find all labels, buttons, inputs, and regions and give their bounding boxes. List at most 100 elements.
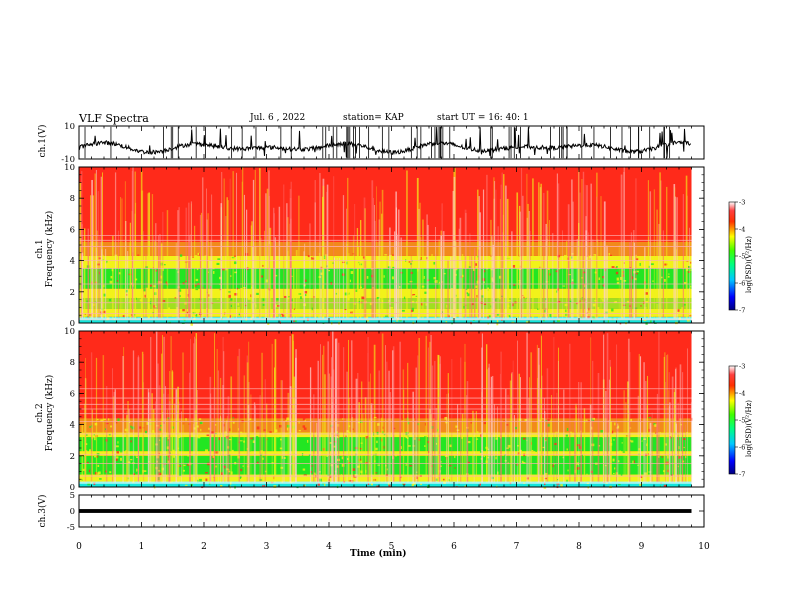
spectral-streak	[209, 260, 211, 319]
spectral-speckle	[530, 442, 532, 445]
spectral-speckle	[411, 311, 414, 314]
spectral-speckle	[138, 426, 142, 429]
spectral-speckle	[446, 304, 448, 308]
spectral-speckle	[376, 485, 380, 488]
spectral-streak	[440, 235, 443, 319]
spectral-streak	[392, 346, 395, 483]
spectral-speckle	[302, 468, 306, 471]
spectral-speckle	[635, 254, 637, 258]
spectral-speckle	[683, 438, 686, 440]
spectral-streak	[635, 178, 637, 319]
spectral-speckle	[275, 304, 278, 308]
spectral-streak	[475, 411, 477, 483]
spectral-speckle	[110, 425, 113, 428]
spectral-streak	[666, 186, 668, 319]
spectral-speckle	[114, 261, 118, 265]
spectral-speckle	[690, 269, 692, 271]
spectral-streak	[289, 189, 292, 319]
spectral-speckle	[276, 434, 280, 438]
spectral-speckle	[498, 275, 502, 279]
spectral-speckle	[547, 423, 550, 427]
spectral-speckle	[630, 439, 632, 442]
spectral-streak	[604, 390, 607, 483]
spectral-speckle	[318, 266, 320, 269]
spectral-speckle	[445, 321, 448, 323]
spectral-speckle	[562, 285, 566, 287]
colorbar-tick-label: -3	[739, 363, 745, 371]
spectral-streak	[529, 377, 530, 483]
spectral-speckle	[262, 485, 264, 487]
spectral-speckle	[217, 479, 220, 482]
spectral-speckle	[144, 443, 147, 445]
spectral-speckle	[106, 270, 109, 272]
spectral-streak	[330, 376, 332, 483]
spectral-speckle	[96, 418, 99, 421]
spectral-streak	[346, 208, 347, 319]
spectral-streak	[266, 403, 268, 483]
spectral-speckle	[487, 322, 490, 325]
spectral-streak	[175, 242, 177, 319]
spectral-speckle	[103, 418, 106, 421]
spectral-speckle	[245, 304, 247, 307]
spectral-streak	[388, 227, 391, 319]
spectral-speckle	[385, 315, 389, 317]
spectral-speckle	[684, 459, 688, 462]
spectral-speckle	[205, 478, 208, 482]
spectral-speckle	[194, 255, 198, 257]
spectral-streak	[157, 235, 159, 319]
spectral-speckle	[454, 467, 456, 469]
spectral-streak	[546, 227, 549, 319]
spectral-streak	[147, 193, 149, 319]
spectral-speckle	[352, 253, 355, 255]
spectral-streak	[238, 348, 241, 483]
spectral-speckle	[171, 314, 175, 317]
spectral-speckle	[157, 469, 161, 472]
spectral-streak	[679, 364, 682, 483]
colorbar-tick-label: -4	[739, 226, 745, 234]
spectral-speckle	[215, 451, 219, 454]
spectral-streak	[453, 176, 456, 319]
spectral-streak	[682, 194, 684, 319]
spectral-speckle	[587, 255, 589, 258]
spectral-streak	[542, 192, 545, 319]
spectral-speckle	[158, 439, 161, 441]
spectral-streak	[370, 403, 373, 483]
spectral-streak	[96, 230, 98, 319]
spectral-streak	[328, 373, 330, 483]
spectral-speckle	[167, 460, 171, 463]
spectral-streak	[431, 365, 434, 483]
spectral-speckle	[167, 417, 171, 420]
spectral-streak	[628, 410, 630, 483]
spectral-speckle	[320, 281, 324, 285]
spectral-streak	[91, 409, 93, 483]
spectral-streak	[520, 168, 523, 319]
spectral-streak	[351, 340, 353, 483]
spectral-speckle	[655, 472, 658, 475]
spectral-streak	[252, 247, 254, 319]
spectral-speckle	[130, 458, 133, 461]
y-tick-label: 4	[70, 257, 75, 267]
spectral-streak	[335, 338, 337, 483]
spectral-speckle	[526, 477, 530, 480]
spectral-speckle	[234, 293, 238, 296]
spectral-speckle	[240, 468, 243, 472]
spectral-speckle	[286, 427, 289, 431]
x-tick-label: 0	[76, 542, 82, 552]
spectral-speckle	[420, 483, 422, 486]
spectral-speckle	[264, 470, 267, 473]
spectral-speckle	[630, 440, 634, 443]
spectral-speckle	[260, 453, 263, 457]
y-tick-label: 4	[70, 421, 75, 431]
spectral-streak	[210, 393, 212, 483]
spectral-streak	[529, 230, 531, 319]
spectral-speckle	[543, 486, 547, 489]
spectral-speckle	[420, 302, 423, 306]
spectral-speckle	[681, 307, 684, 311]
spectral-speckle	[307, 255, 310, 258]
spectral-streak	[338, 257, 341, 319]
spectral-speckle	[621, 296, 625, 298]
spectral-speckle	[234, 261, 237, 265]
spectral-speckle	[527, 484, 530, 486]
spectral-streak	[651, 412, 653, 483]
spectral-streak	[273, 367, 275, 483]
